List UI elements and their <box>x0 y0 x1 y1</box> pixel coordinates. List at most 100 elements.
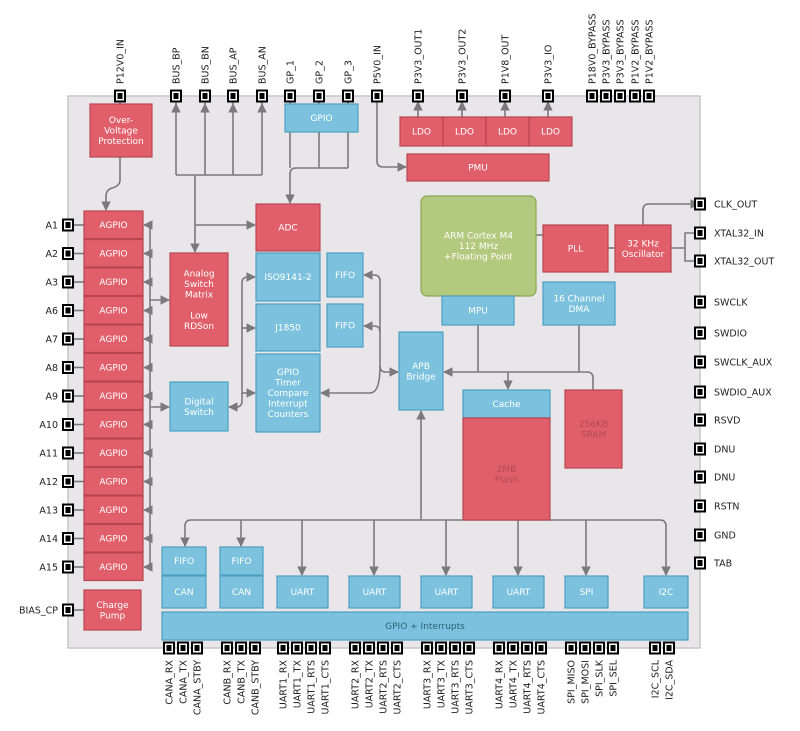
pin-label: UART4_RTS <box>523 660 534 714</box>
block-label-line: Analog <box>183 269 214 279</box>
pin-pad-core <box>589 93 595 99</box>
pin-pad-core <box>322 645 328 651</box>
pin-pad-core <box>415 93 421 99</box>
block-label-line: APB <box>412 362 430 372</box>
block-box <box>348 575 401 609</box>
block-ldo4: LDO <box>528 116 573 147</box>
block-box <box>169 252 229 347</box>
pin-pad-core <box>65 607 71 613</box>
block-label: AGPIO <box>99 477 127 487</box>
block-apb: APB Bridge <box>398 331 444 411</box>
block-label: Analog Switch Matrix Low RDSon <box>183 269 214 332</box>
pin-uart1-cts: UART1_CTS <box>319 641 332 714</box>
to-digital-switch-wire <box>228 400 243 412</box>
pin-gp-2: GP_2 <box>313 60 326 103</box>
block-agpio6: AGPIO <box>83 352 144 382</box>
block-box <box>542 224 609 273</box>
clkout-wire <box>642 199 700 225</box>
block-agpio11: AGPIO <box>83 495 144 525</box>
pin-pad-core <box>496 645 502 651</box>
block-box <box>564 575 609 609</box>
block-agpio4: AGPIO <box>83 295 144 325</box>
block-box <box>255 203 321 252</box>
block-label: AGPIO <box>99 221 127 231</box>
pin-pad-core <box>65 421 71 428</box>
pin-pad-core <box>424 645 430 651</box>
block-label-line: AGPIO <box>99 506 127 516</box>
block-box <box>83 381 144 411</box>
pin-cana-rx: CANA_RX <box>163 641 176 705</box>
block-box <box>83 352 144 382</box>
pin-label: GP_2 <box>315 60 326 84</box>
block-label-line: AGPIO <box>99 563 127 573</box>
pin-uart4-rts: UART4_RTS <box>521 641 534 714</box>
block-box <box>406 153 550 182</box>
pin-pad-core <box>697 258 703 264</box>
block-label-line: FIFO <box>174 557 194 567</box>
block-label-line: AGPIO <box>99 477 127 487</box>
pin-a9: A9 <box>45 389 74 403</box>
block-label-line: Counters <box>268 410 309 420</box>
block-label-line: Charge <box>96 601 129 611</box>
pin-pad-core <box>568 645 574 651</box>
pin-rsvd: RSVD <box>694 413 740 427</box>
block-label-line: Flash <box>495 476 519 486</box>
pin-label: CANA_RX <box>165 660 176 705</box>
block-label: Over-Voltage Protection <box>98 116 144 147</box>
pin-pad-core <box>617 93 623 99</box>
pin-xtal32-in: XTAL32_IN <box>694 226 764 240</box>
block-agpio3: AGPIO <box>83 267 144 297</box>
pin-a2: A2 <box>45 247 74 260</box>
block-uart2: UART <box>348 575 401 609</box>
pin-label: A2 <box>45 249 58 260</box>
block-label: 256KB SRAM <box>579 420 608 441</box>
pin-pad-core <box>697 446 703 452</box>
block-label-line: AGPIO <box>99 221 127 231</box>
block-agpio1: AGPIO <box>83 210 144 240</box>
block-i2c: I2C <box>643 575 689 609</box>
pin-label: P3V3_BYPASS <box>616 19 627 84</box>
pin-label: A7 <box>45 335 58 346</box>
pin-pad-core <box>502 93 508 99</box>
pin-label: CLK_OUT <box>714 200 757 211</box>
peripheral-drop-wire <box>180 519 192 547</box>
pin-p3v3-out1: P3V3_OUT1 <box>412 29 425 103</box>
pin-pad-core <box>524 645 530 651</box>
pin-uart3-rts: UART3_RTS <box>449 641 462 714</box>
block-box <box>542 281 616 326</box>
pin-label: SWDIO_AUX <box>714 388 772 399</box>
pin-p3v3-out2: P3V3_OUT2 <box>456 29 469 103</box>
block-label-line: Bridge <box>406 372 436 382</box>
block-label: MPU <box>468 307 488 317</box>
block-label-line: ADC <box>278 224 297 234</box>
block-label: AGPIO <box>99 449 127 459</box>
block-label-line: Cache <box>493 400 521 410</box>
block-agpio10: AGPIO <box>83 466 144 496</box>
block-box <box>161 611 689 641</box>
pin-label: UART3_RX <box>423 660 434 710</box>
pin-pad-core <box>697 417 703 423</box>
sram-to-apb-wire <box>443 367 594 390</box>
pin-a11: A11 <box>39 446 74 460</box>
block-label-line: LDO <box>498 128 517 138</box>
pin-pad-core <box>65 250 71 257</box>
block-label: FIFO <box>174 557 194 567</box>
block-label-line: DMA <box>569 305 591 315</box>
pin-pad-core <box>697 330 703 336</box>
pin-pad-core <box>652 645 658 651</box>
block-agpio13: AGPIO <box>83 552 144 582</box>
block-label-line: GPIO <box>310 114 332 124</box>
block-label-line: SPI <box>580 588 594 598</box>
pin-pad-core <box>230 93 236 99</box>
pin-a13: A13 <box>39 503 74 517</box>
block-digital-switch: Digital Switch <box>169 381 229 432</box>
block-osc: 32 KHz Oscillator <box>614 224 672 273</box>
pin-label: BUS_BN <box>201 46 212 84</box>
pin-label: P1V2_BYPASS <box>645 19 656 84</box>
pin-label: GND <box>714 531 736 542</box>
peripheral-drop-wire <box>659 519 671 576</box>
pin-p3v3-io: P3V3_IO <box>542 45 555 103</box>
pin-pad-core <box>697 389 703 395</box>
pin-label: UART3_RTS <box>451 660 462 714</box>
